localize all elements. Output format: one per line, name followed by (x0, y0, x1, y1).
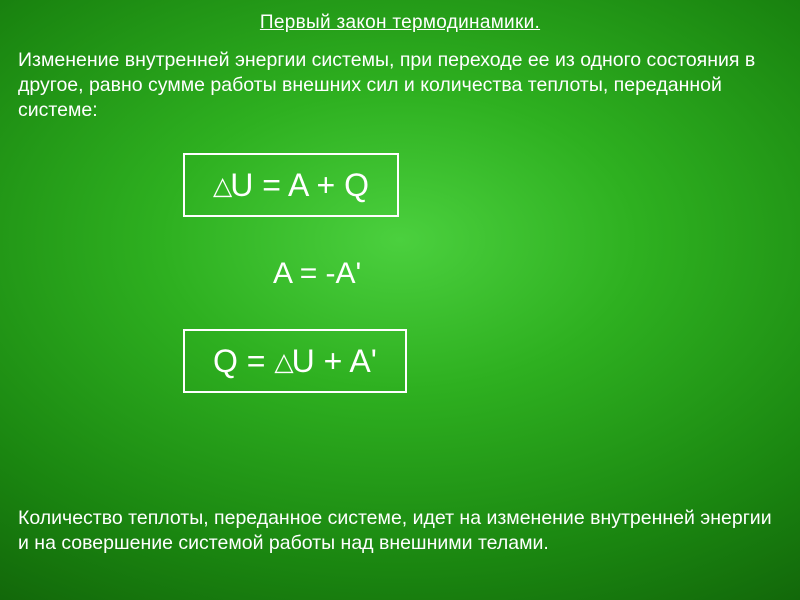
intro-paragraph: Изменение внутренней энергии системы, пр… (18, 48, 782, 123)
formula-area: △U = A + Q A = -A' Q = △U + A' (183, 153, 782, 393)
formula-2-prefix: Q = (213, 343, 274, 379)
formula-2-text: U + A' (292, 343, 377, 379)
formula-box-2: Q = △U + A' (183, 329, 407, 393)
slide-title: Первый закон термодинамики. (18, 12, 782, 34)
outro-paragraph: Количество теплоты, переданное системе, … (18, 506, 782, 556)
slide: Первый закон термодинамики. Изменение вн… (0, 0, 800, 600)
formula-1-text: U = A + Q (230, 167, 369, 203)
middle-equation: A = -A' (273, 257, 782, 291)
delta-icon: △ (213, 174, 230, 199)
delta-icon: △ (274, 350, 291, 375)
formula-box-1: △U = A + Q (183, 153, 399, 217)
